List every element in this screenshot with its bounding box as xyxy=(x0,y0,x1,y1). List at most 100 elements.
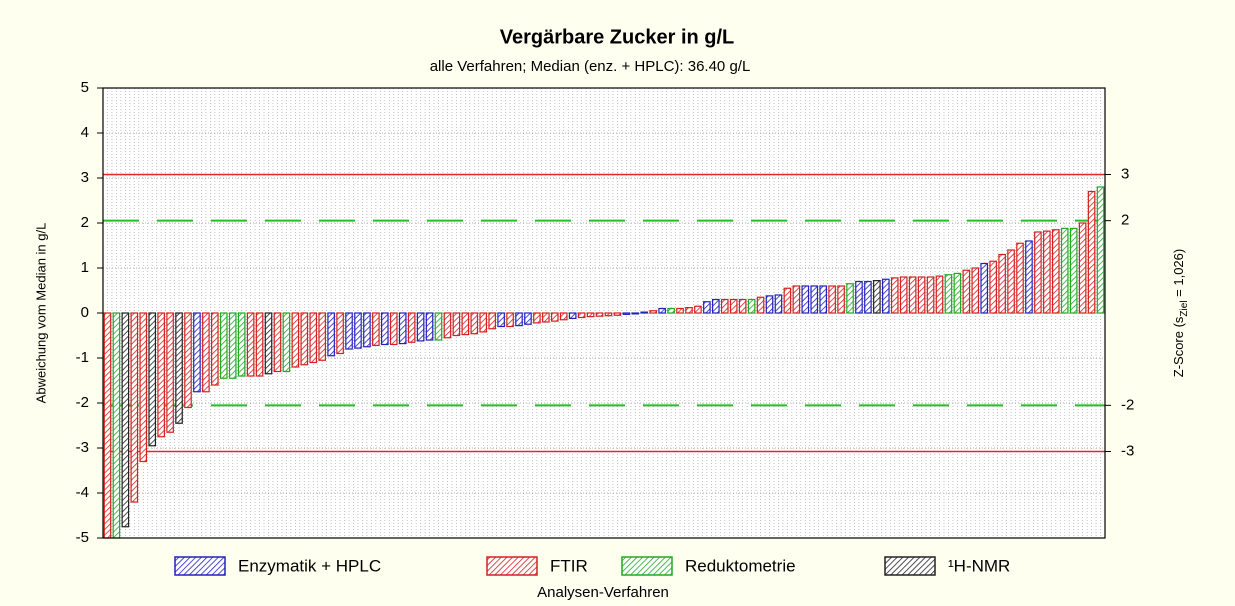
y-tick-label: -4 xyxy=(76,484,89,501)
bar xyxy=(282,312,291,373)
bar xyxy=(479,312,488,333)
bar xyxy=(971,267,980,314)
bar xyxy=(864,280,872,314)
bar xyxy=(550,312,559,322)
bar xyxy=(255,312,264,377)
bar xyxy=(631,312,640,315)
bar xyxy=(184,312,192,409)
bar xyxy=(890,277,899,314)
x-axis-label: Analysen-Verfahren xyxy=(537,584,669,601)
y-tick-label: -2 xyxy=(76,394,89,411)
bar xyxy=(309,312,318,364)
bar xyxy=(1078,222,1087,314)
bar xyxy=(398,312,407,345)
bar xyxy=(980,262,989,314)
bar xyxy=(318,312,327,361)
bar xyxy=(470,312,479,335)
bar xyxy=(443,312,452,339)
bar xyxy=(380,312,389,346)
bar xyxy=(336,312,344,355)
y2-tick-label: 3 xyxy=(1121,165,1129,182)
plot-frame xyxy=(102,87,1106,539)
bar xyxy=(389,312,398,346)
bar xyxy=(228,312,237,379)
bar xyxy=(810,285,819,314)
bar xyxy=(819,285,828,314)
bar xyxy=(112,312,121,539)
bar xyxy=(738,298,747,314)
y2-tick-label: -3 xyxy=(1121,442,1134,459)
bar xyxy=(434,312,443,341)
legend-swatch xyxy=(621,556,673,576)
bar xyxy=(533,312,541,324)
bar xyxy=(407,312,416,343)
chart-subtitle: alle Verfahren; Median (enz. + HPLC): 36… xyxy=(430,58,751,75)
bar xyxy=(506,312,514,328)
legend-label: FTIR xyxy=(550,556,588,575)
bar xyxy=(103,312,112,539)
bar xyxy=(873,280,881,314)
bar xyxy=(658,307,666,314)
bar xyxy=(712,298,720,314)
y-tick-label: -3 xyxy=(76,439,89,456)
bar xyxy=(1051,229,1060,314)
bar xyxy=(577,312,586,319)
bar xyxy=(720,298,729,314)
bar xyxy=(273,312,282,373)
bar xyxy=(291,312,300,368)
bar xyxy=(1034,231,1042,314)
bar xyxy=(1096,186,1105,314)
y2-tick-label: 2 xyxy=(1121,212,1129,229)
bar xyxy=(461,312,470,336)
y-tick-label: 5 xyxy=(81,79,89,96)
bar xyxy=(363,312,371,348)
bar xyxy=(211,312,219,386)
bar xyxy=(300,312,309,366)
bar xyxy=(157,312,165,438)
bar xyxy=(497,312,505,328)
y2-label-subscript: Ziel xyxy=(1179,300,1190,316)
bar xyxy=(962,269,971,314)
y2-label-suffix: = 1,026) xyxy=(1171,249,1186,301)
bar xyxy=(747,298,756,314)
bar xyxy=(202,312,210,393)
bar xyxy=(613,312,622,316)
bar xyxy=(139,312,148,463)
legend-label: Enzymatik + HPLC xyxy=(238,556,381,575)
bar xyxy=(237,312,246,377)
bar xyxy=(935,275,944,314)
bar xyxy=(604,312,613,317)
bar xyxy=(568,312,577,320)
bar xyxy=(944,274,953,314)
bar xyxy=(1043,230,1051,314)
bar xyxy=(774,294,783,314)
y-tick-label: 0 xyxy=(81,304,89,321)
bar xyxy=(416,312,425,342)
y-axis-label: Abweichung vom Median in g/L xyxy=(33,223,48,404)
bar xyxy=(765,295,774,314)
bar xyxy=(667,307,675,314)
bar xyxy=(792,285,801,314)
y-tick-label: 4 xyxy=(81,124,89,141)
bar xyxy=(1016,242,1024,314)
bar xyxy=(649,310,658,314)
chart-title: Vergärbare Zucker in g/L xyxy=(500,26,735,48)
legend-label: Reduktometrie xyxy=(685,556,796,575)
y-tick-label: -5 xyxy=(76,529,89,546)
bar xyxy=(694,305,702,314)
bar xyxy=(175,312,183,424)
bar xyxy=(1069,227,1078,314)
bar xyxy=(372,312,380,347)
bar xyxy=(452,312,461,337)
bar xyxy=(989,260,997,314)
bar xyxy=(327,312,335,357)
bar xyxy=(926,276,935,314)
bar xyxy=(801,285,810,314)
bar xyxy=(246,312,255,377)
bar xyxy=(881,278,890,314)
bar xyxy=(193,312,201,393)
bar xyxy=(1007,249,1015,314)
bar xyxy=(542,312,550,323)
